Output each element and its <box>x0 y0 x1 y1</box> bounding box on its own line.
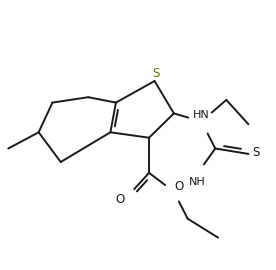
Text: NH: NH <box>189 177 206 187</box>
Text: S: S <box>253 146 260 159</box>
Text: S: S <box>152 67 160 80</box>
Text: O: O <box>115 193 125 206</box>
Text: HN: HN <box>193 110 209 120</box>
Text: O: O <box>175 180 184 193</box>
